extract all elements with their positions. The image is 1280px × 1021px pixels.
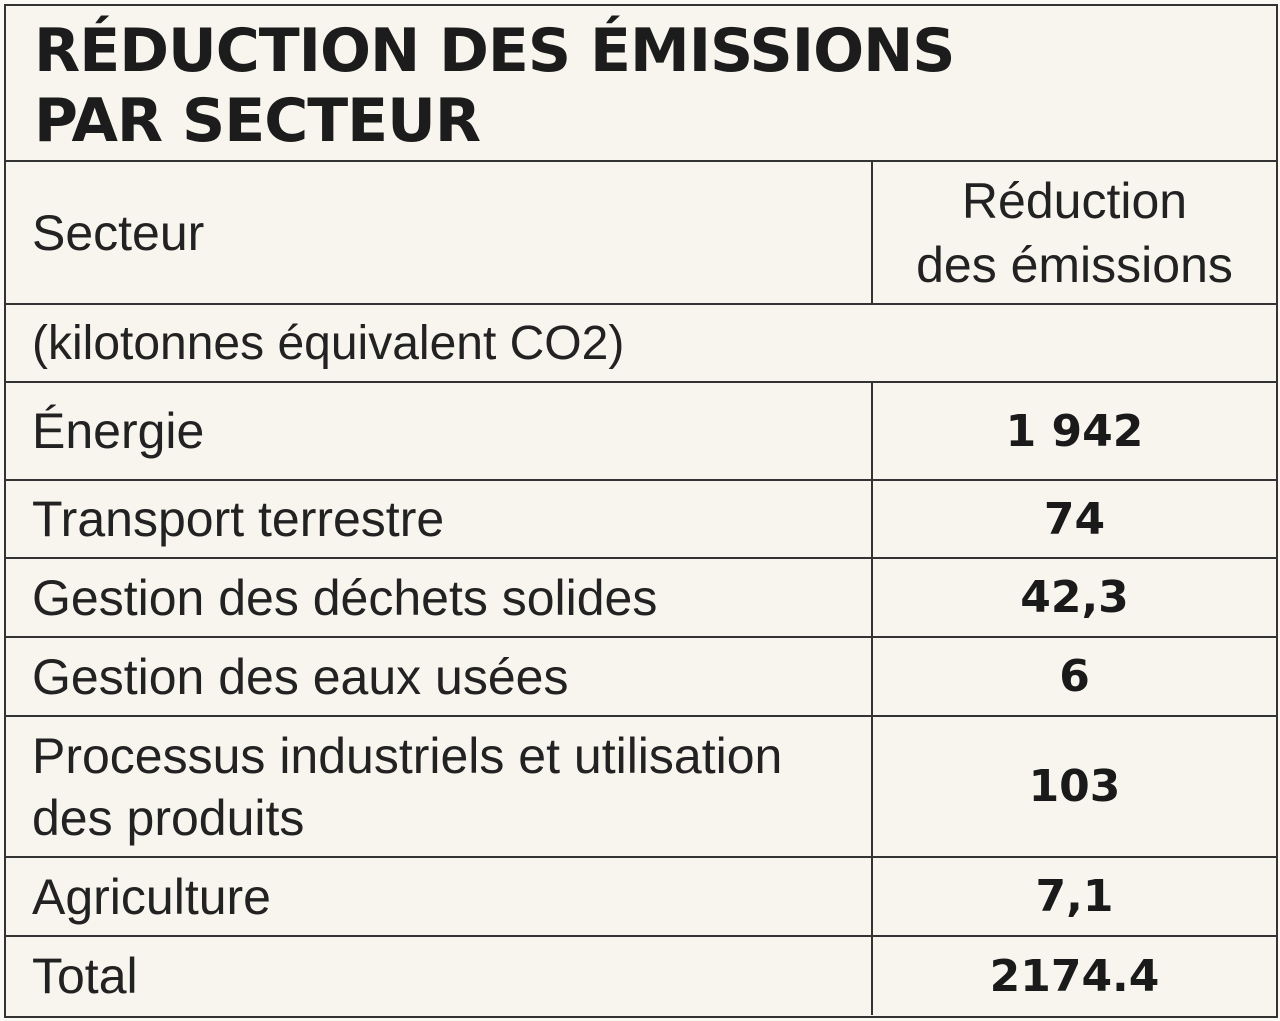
column-header: Secteur xyxy=(6,162,872,304)
value-cell: 103 xyxy=(871,715,1276,857)
value-cell: 74 xyxy=(871,479,1276,558)
value-cell: 2174.4 xyxy=(871,935,1276,1015)
value-cell: 7,1 xyxy=(871,856,1276,936)
table-row: Énergie 1 942 xyxy=(6,381,1276,480)
value-cell: 6 xyxy=(871,636,1276,716)
header-line: Réduction xyxy=(961,172,1188,229)
units-cell: (kilotonnes équivalent CO2) xyxy=(6,303,1276,382)
table-row: Transport terrestre 74 xyxy=(6,479,1276,558)
table-row: Gestion des déchets solides 42,3 xyxy=(6,557,1276,637)
table-row: Processus industriels et utilisation des… xyxy=(6,715,1276,857)
title-line: PAR SECTEUR xyxy=(34,86,481,156)
header-line: Secteur xyxy=(32,204,205,261)
value-cell: 1 942 xyxy=(871,381,1276,480)
header-line: des émissions xyxy=(916,236,1233,293)
sector-cell: Gestion des déchets solides xyxy=(6,557,872,637)
table-row: Secteur Réduction des émissions xyxy=(6,162,1276,304)
table-row: Gestion des eaux usées 6 xyxy=(6,636,1276,716)
title: RÉDUCTION DES ÉMISSIONS PAR SECTEUR xyxy=(6,6,1276,162)
sector-cell: Total xyxy=(6,935,872,1015)
value-cell: 42,3 xyxy=(871,557,1276,637)
document: RÉDUCTION DES ÉMISSIONS PAR SECTEUR Secte… xyxy=(4,4,1278,1018)
column-header: Réduction des émissions xyxy=(871,162,1276,304)
table-row: Total 2174.4 xyxy=(6,935,1276,1015)
table-row: (kilotonnes équivalent CO2) xyxy=(6,303,1276,382)
sector-cell: Gestion des eaux usées xyxy=(6,636,872,716)
sector-cell: Transport terrestre xyxy=(6,479,872,558)
table: Secteur Réduction des émissions (kilotonnes… xyxy=(6,162,1276,1015)
table-row: Agriculture 7,1 xyxy=(6,856,1276,936)
sector-cell: Énergie xyxy=(6,381,872,480)
title-line: RÉDUCTION DES ÉMISSIONS xyxy=(34,16,956,86)
sector-cell: Agriculture xyxy=(6,856,872,936)
sector-cell: Processus industriels et utilisation des… xyxy=(6,715,872,857)
